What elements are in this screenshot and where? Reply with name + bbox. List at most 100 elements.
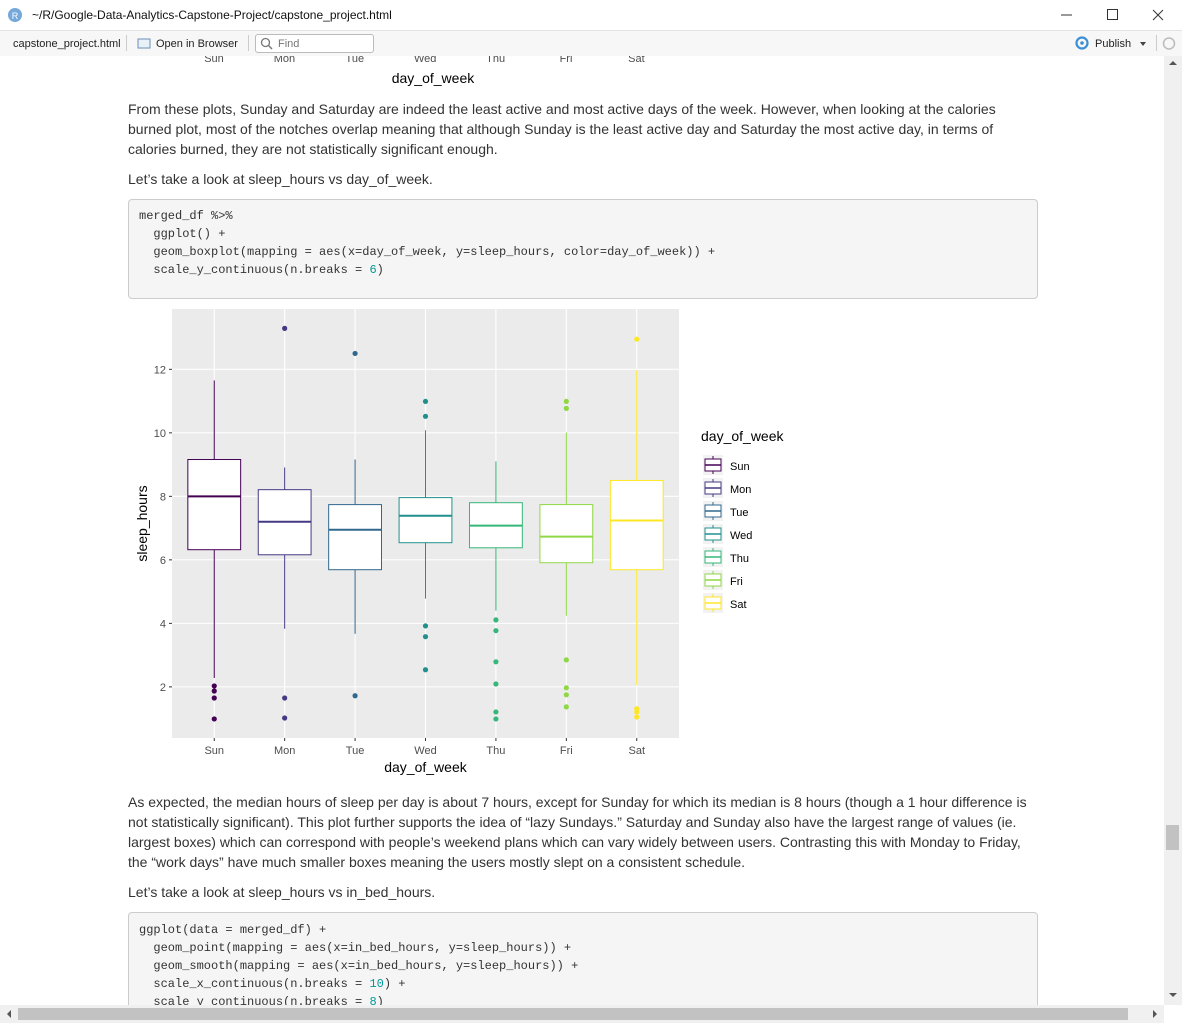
x-tick-label: Sat (628, 745, 645, 757)
code-line: ggplot(data = merged_df) + (139, 923, 327, 937)
outlier (282, 325, 288, 331)
search-icon (260, 37, 273, 50)
document: Sun Mon Tue Wed Thu Fri Sat day_of_week From th… (0, 56, 1164, 1005)
scroll-up[interactable] (1168, 59, 1178, 67)
outlier (493, 709, 499, 715)
outlier (211, 695, 217, 701)
y-tick-label: 12 (154, 364, 166, 376)
publish-dropdown[interactable] (1138, 40, 1148, 48)
outlier (563, 704, 569, 710)
legend-label: Tue (730, 507, 749, 519)
x-tick-label: Thu (486, 56, 505, 65)
scroll-right[interactable] (1150, 1009, 1160, 1019)
horizontal-scrollbar[interactable] (0, 1005, 1164, 1023)
boxplot-chart: 2 4 6 8 10 12 Sun Mon Tue Wed Thu Fri Sat day_of_week… (134, 309, 785, 775)
paragraph: Let’s take a look at sleep_hours vs in_b… (128, 884, 436, 900)
outlier (563, 685, 569, 691)
outlier (634, 709, 640, 715)
separator (248, 35, 249, 51)
find-input[interactable]: Find (255, 34, 374, 53)
outlier (493, 617, 499, 623)
publish-icon (1075, 36, 1089, 50)
separator (126, 35, 127, 51)
y-tick-label: 10 (154, 428, 166, 440)
paragraph: Let’s take a look at sleep_hours vs day_… (128, 171, 433, 187)
outlier (634, 714, 640, 720)
file-tab[interactable]: capstone_project.html (13, 38, 121, 50)
outlier (352, 693, 358, 699)
scroll-thumb[interactable] (18, 1008, 1128, 1020)
outlier (493, 659, 499, 665)
legend-label: Thu (730, 553, 749, 565)
code-line: scale_y_continuous(n.breaks = 8) (139, 995, 384, 1005)
x-tick-label: Thu (486, 745, 505, 757)
outlier (493, 681, 499, 687)
y-tick-label: 6 (160, 555, 166, 567)
x-tick-label: Mon (274, 745, 295, 757)
refresh-icon[interactable] (1161, 36, 1177, 51)
maximize[interactable] (1107, 9, 1118, 20)
outlier (211, 716, 217, 722)
window-controls[interactable] (1050, 0, 1182, 30)
code-block: merged_df %>% ggplot() + geom_boxplot(ma… (128, 199, 1038, 299)
code-block: ggplot(data = merged_df) + geom_point(ma… (128, 912, 1038, 1005)
x-tick-label: Wed (414, 56, 436, 65)
box (328, 504, 382, 571)
paragraph: As expected, the median hours of sleep p… (128, 794, 1027, 870)
outlier (422, 634, 429, 640)
legend-label: Fri (730, 576, 743, 588)
outlier (282, 695, 288, 701)
code-line: geom_smooth(mapping = aes(x=in_bed_hours… (139, 959, 579, 973)
outlier (422, 667, 429, 673)
legend-label: Mon (730, 484, 751, 496)
open-in-browser[interactable]: Open in Browser (156, 38, 238, 50)
box (398, 497, 453, 544)
outlier (563, 692, 569, 698)
close[interactable] (1152, 9, 1164, 21)
scroll-left[interactable] (4, 1009, 14, 1019)
vertical-scrollbar[interactable] (1164, 56, 1182, 1005)
box (539, 504, 594, 564)
svg-text:R: R (12, 11, 19, 21)
scroll-thumb[interactable] (1166, 825, 1179, 850)
x-tick-label: Fri (560, 745, 573, 757)
outlier (563, 657, 569, 663)
x-tick-label: Mon (274, 56, 295, 65)
outlier (563, 405, 569, 411)
outlier (634, 336, 640, 342)
outlier (563, 398, 569, 405)
paragraph: From these plots, Sunday and Saturday ar… (128, 101, 996, 157)
outlier (493, 628, 499, 634)
x-tick-label: Fri (560, 56, 573, 65)
x-tick-label: Tue (346, 745, 365, 757)
browser-icon (137, 38, 151, 49)
app-icon: R (8, 8, 22, 22)
y-axis-title: sleep_hours (134, 485, 150, 561)
y-tick-label: 4 (160, 618, 166, 630)
x-tick-label: Sat (628, 56, 645, 65)
publish-button[interactable]: Publish (1095, 38, 1132, 50)
toolbar: capstone_project.html Open in Browser Fi… (0, 30, 1182, 57)
scroll-down[interactable] (1168, 991, 1178, 999)
outlier (422, 398, 429, 405)
separator (1156, 35, 1157, 51)
x-tick-label: Sun (204, 56, 224, 65)
outlier (422, 413, 429, 419)
window-title: ~/R/Google-Data-Analytics-Capstone-Proje… (32, 8, 392, 22)
previous-plot-bottom: Sun Mon Tue Wed Thu Fri Sat day_of_week (204, 56, 645, 86)
find-placeholder: Find (278, 38, 300, 50)
y-tick-label: 2 (160, 682, 166, 694)
x-axis-title: day_of_week (384, 759, 468, 775)
legend-label: Sun (730, 461, 750, 473)
outlier (211, 683, 217, 689)
outlier (211, 688, 217, 694)
outlier (352, 350, 358, 357)
legend-label: Wed (730, 530, 752, 542)
title-bar: R ~/R/Google-Data-Analytics-Capstone-Pro… (0, 0, 1182, 30)
code-line: scale_x_continuous(n.breaks = 10) + (139, 977, 406, 991)
box (187, 459, 242, 551)
code-line: merged_df %>% (139, 209, 233, 223)
x-tick-label: Sun (204, 745, 224, 757)
